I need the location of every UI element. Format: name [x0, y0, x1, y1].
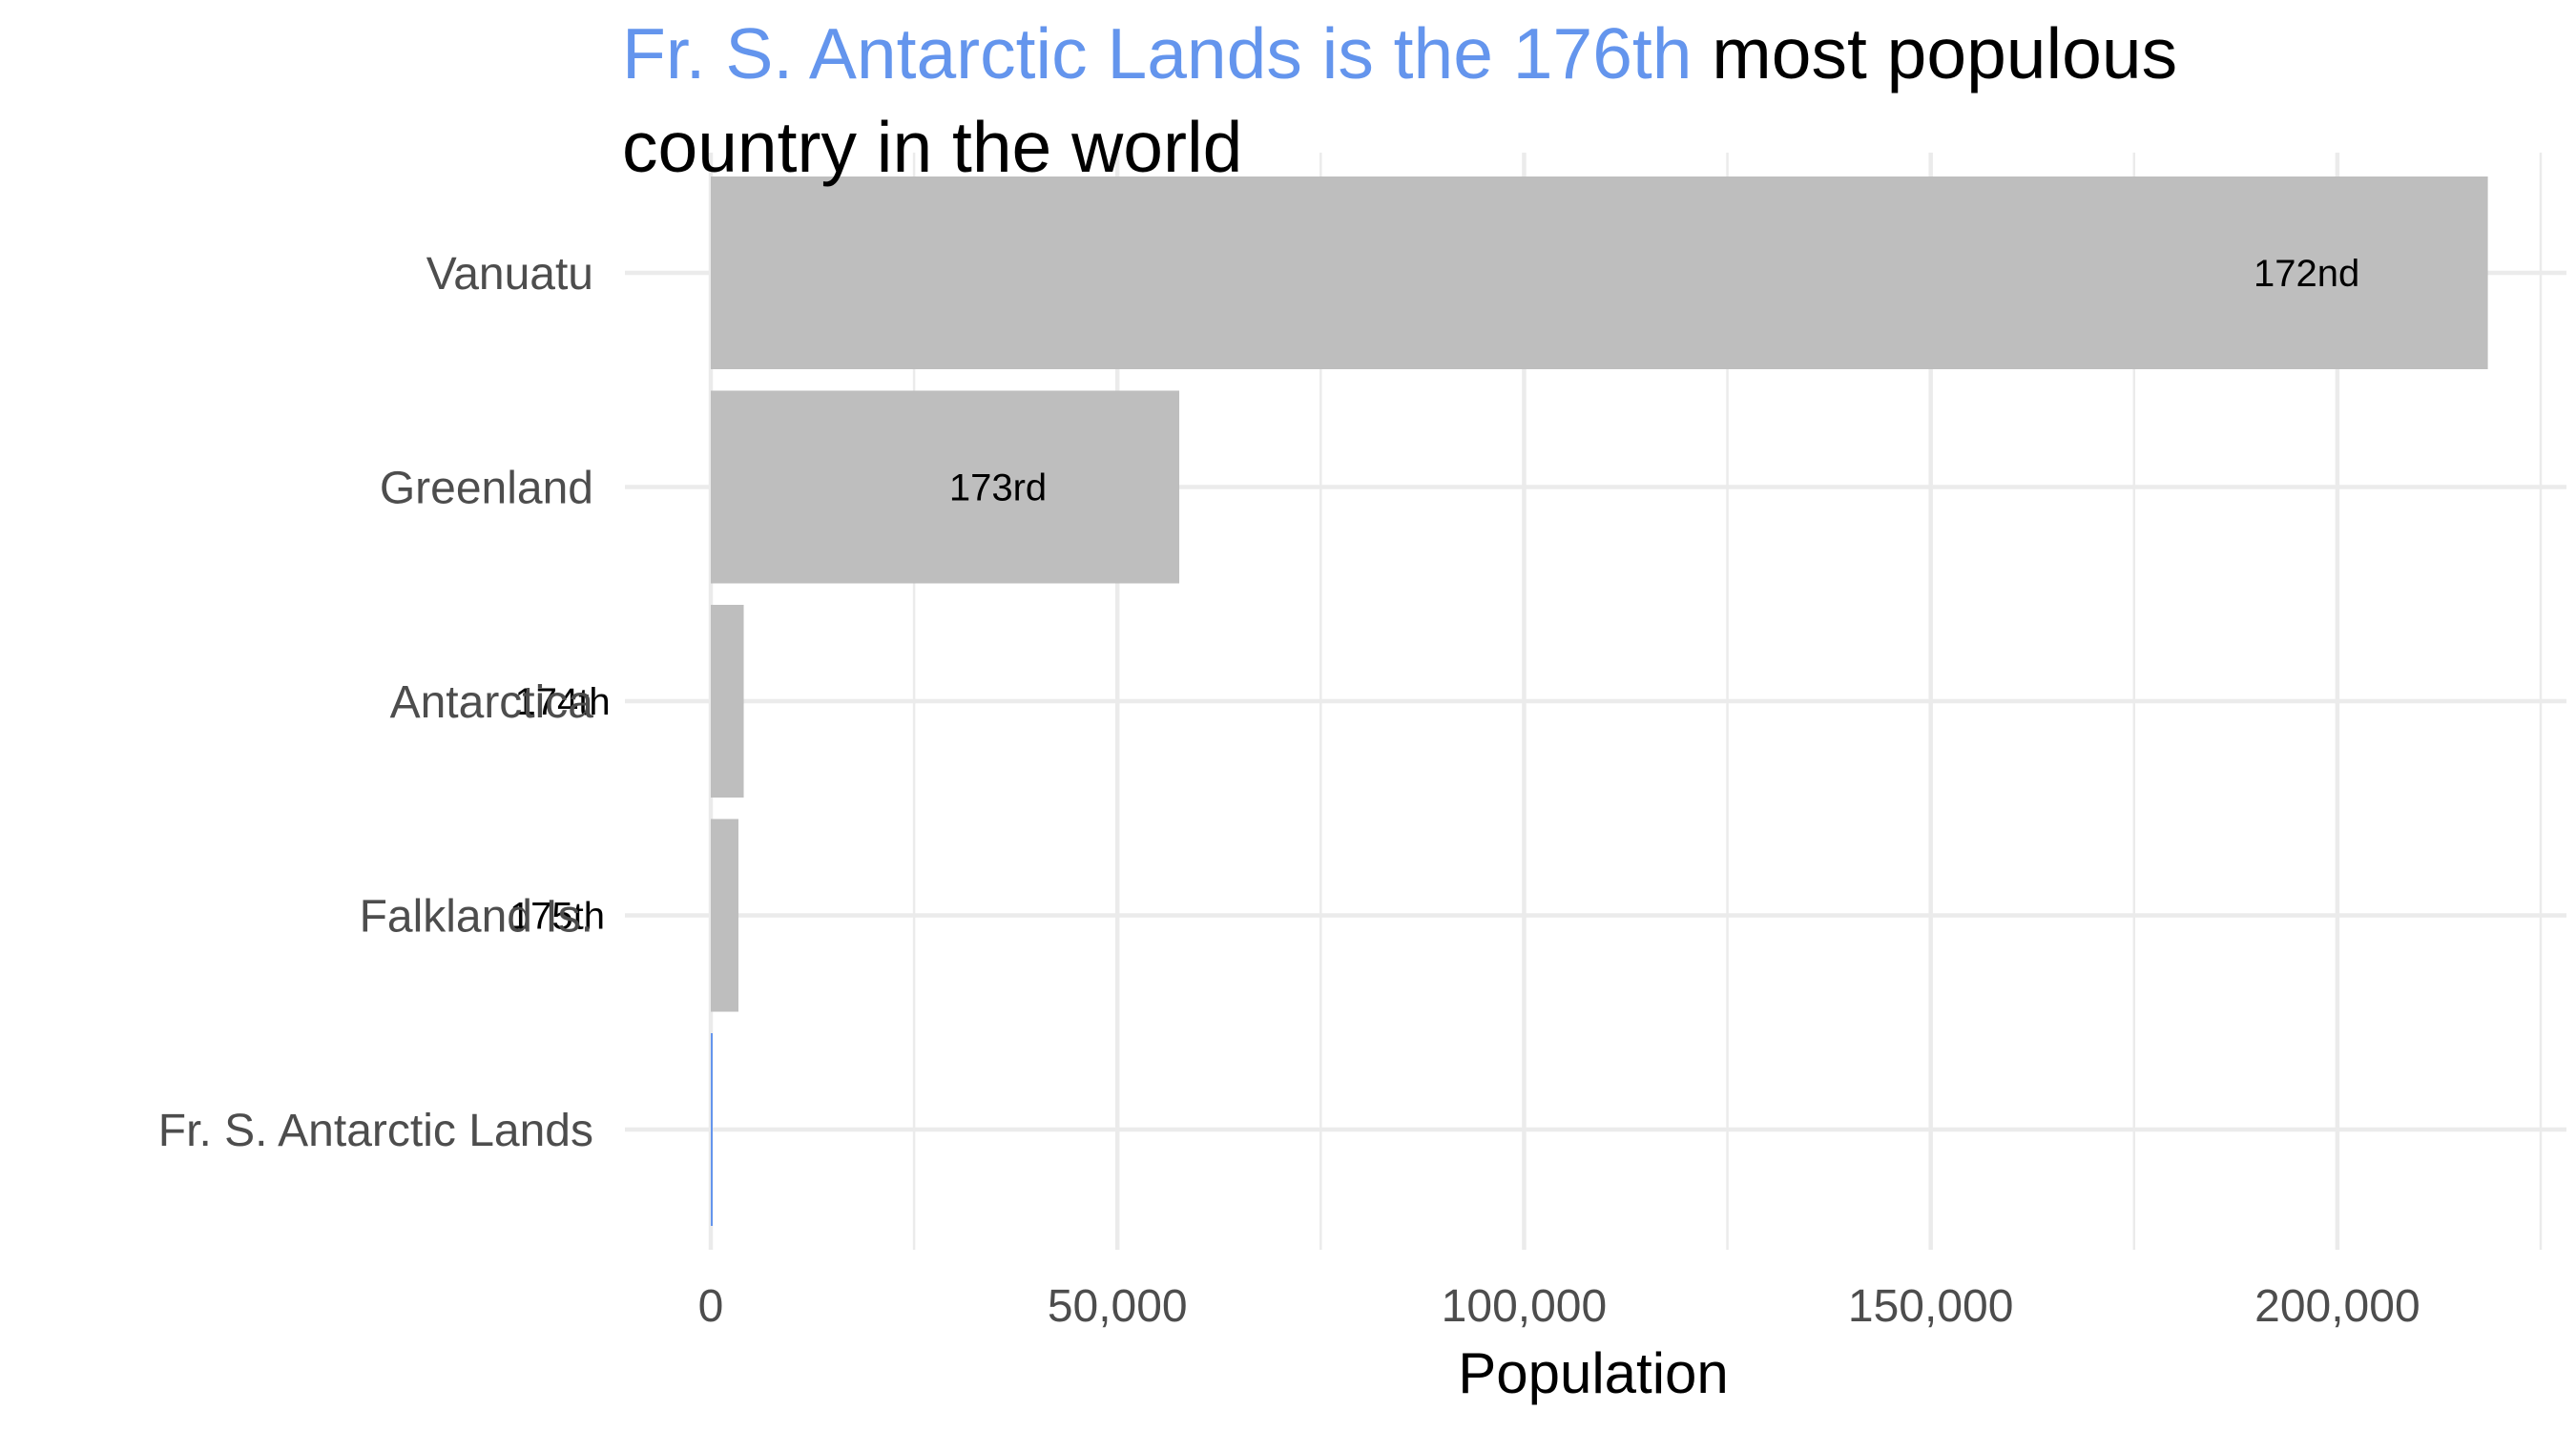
x-tick-label: 0	[698, 1281, 724, 1332]
bar-data-label: 174th	[514, 681, 610, 723]
y-tick-label: Fr. S. Antarctic Lands	[158, 1106, 593, 1156]
bar-data-label: 175th	[509, 896, 605, 938]
bar-falkland-is	[711, 819, 738, 1012]
x-axis-tick-labels: 0 50,000 100,000 150,000 200,000	[698, 1281, 2420, 1332]
x-tick-label: 150,000	[1848, 1281, 2014, 1332]
bar-data-label: 173rd	[949, 467, 1047, 509]
bar-data-label: 172nd	[2254, 253, 2359, 295]
x-tick-label: 50,000	[1048, 1281, 1188, 1332]
chart-title-line2: country in the world	[622, 107, 1242, 187]
x-tick-label: 100,000	[1442, 1281, 1608, 1332]
chart-title-rest: most populous	[1692, 13, 2177, 93]
y-tick-label: Falkland Is.	[360, 892, 593, 943]
y-tick-label: Greenland	[380, 464, 593, 514]
bar-fr-s-antarctic-lands	[711, 1033, 713, 1226]
x-tick-label: 200,000	[2254, 1281, 2420, 1332]
y-tick-label: Vanuatu	[426, 249, 593, 300]
data-labels: 172nd 173rd 174th 175th	[509, 253, 2359, 938]
bar-antarctica	[711, 605, 744, 798]
chart-title: Fr. S. Antarctic Lands is the 176th most…	[622, 13, 2177, 93]
bar-greenland	[711, 390, 1180, 584]
chart-title-highlight: Fr. S. Antarctic Lands is the 176th	[622, 13, 1692, 93]
y-tick-label: Antarctica	[390, 677, 594, 728]
bar-vanuatu	[711, 176, 2488, 369]
y-axis-tick-labels: Vanuatu Greenland Antarctica Falkland Is. Fr…	[158, 249, 594, 1156]
bars	[711, 176, 2488, 1226]
x-axis-title: Population	[1458, 1341, 1729, 1405]
